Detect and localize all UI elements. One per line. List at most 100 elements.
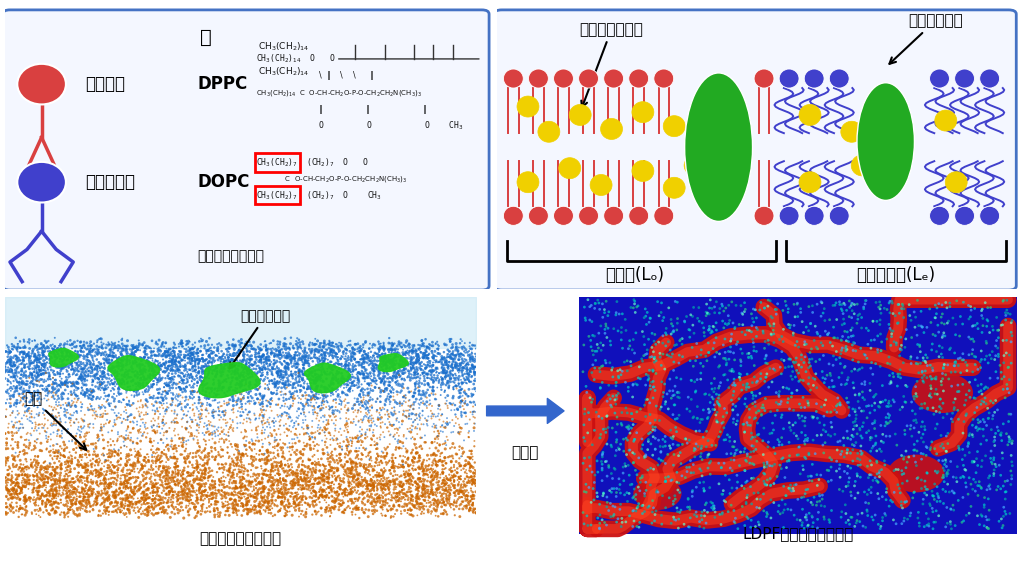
Point <box>315 417 332 426</box>
Point <box>49 361 66 370</box>
Point <box>311 342 328 351</box>
Point <box>923 443 939 452</box>
Point <box>161 483 177 492</box>
Point <box>845 346 861 355</box>
Point <box>333 496 349 505</box>
Point <box>703 503 720 512</box>
Point <box>421 344 437 353</box>
Point <box>318 345 335 354</box>
Point <box>117 435 133 444</box>
Point <box>454 358 470 367</box>
Point <box>455 486 471 495</box>
Point <box>4 366 20 375</box>
Point <box>826 405 843 414</box>
Point <box>93 479 110 488</box>
Point <box>381 501 397 511</box>
Point <box>419 369 435 378</box>
Point <box>385 388 401 397</box>
Point <box>400 340 417 349</box>
Point <box>390 463 407 472</box>
Point <box>350 358 367 367</box>
Point <box>791 450 807 459</box>
Point <box>295 488 311 498</box>
Point <box>138 479 155 488</box>
Point <box>233 499 250 508</box>
Point <box>342 496 358 505</box>
Point <box>847 391 863 400</box>
Point <box>598 321 614 331</box>
Point <box>200 365 216 374</box>
Point <box>191 443 208 452</box>
Point <box>427 451 443 460</box>
Point <box>404 361 421 370</box>
Point <box>258 502 274 511</box>
Point <box>145 414 162 423</box>
Point <box>45 379 61 388</box>
Point <box>310 479 327 488</box>
Point <box>160 362 176 371</box>
Point <box>203 471 219 480</box>
Point <box>148 479 165 488</box>
Point <box>129 451 145 460</box>
Point <box>400 505 417 514</box>
Point <box>860 326 877 335</box>
Point <box>204 430 220 439</box>
Point <box>909 513 926 522</box>
Point <box>338 375 354 384</box>
Point <box>163 473 179 482</box>
Point <box>408 465 424 474</box>
Point <box>258 460 274 469</box>
Point <box>43 411 59 420</box>
Point <box>39 507 55 516</box>
Point <box>887 311 903 320</box>
Point <box>358 401 375 410</box>
Point <box>309 409 326 418</box>
Point <box>143 417 160 426</box>
Point <box>142 380 159 389</box>
Point <box>268 430 285 439</box>
Point <box>855 303 871 312</box>
Point <box>351 493 368 502</box>
Point <box>87 461 103 470</box>
Point <box>391 437 408 446</box>
Point <box>352 423 369 432</box>
Point <box>775 383 792 392</box>
Point <box>20 443 37 452</box>
Point <box>94 378 111 387</box>
Point <box>252 346 268 355</box>
Point <box>338 432 354 441</box>
Point <box>40 375 56 384</box>
Point <box>193 342 209 351</box>
Point <box>280 377 296 386</box>
Point <box>419 421 435 430</box>
Point <box>453 483 469 492</box>
Point <box>375 470 391 479</box>
Point <box>453 397 469 406</box>
Point <box>204 383 220 392</box>
Point <box>11 448 28 457</box>
Point <box>273 484 290 494</box>
Point <box>58 355 75 365</box>
Point <box>328 421 344 430</box>
Point <box>436 348 453 357</box>
Point <box>316 367 333 376</box>
Point <box>252 358 268 367</box>
Point <box>252 410 268 419</box>
Point <box>268 386 285 395</box>
Point <box>49 401 66 410</box>
Point <box>105 345 122 354</box>
Point <box>593 362 609 371</box>
Point <box>5 358 22 367</box>
Point <box>15 423 32 432</box>
Point <box>418 346 434 355</box>
Point <box>79 474 95 483</box>
Point <box>337 484 353 494</box>
Point <box>329 456 345 465</box>
Point <box>264 479 281 488</box>
Point <box>84 365 100 374</box>
Point <box>170 352 186 361</box>
Point <box>103 465 120 474</box>
Point <box>426 410 442 419</box>
Point <box>837 327 853 336</box>
Point <box>106 368 123 378</box>
